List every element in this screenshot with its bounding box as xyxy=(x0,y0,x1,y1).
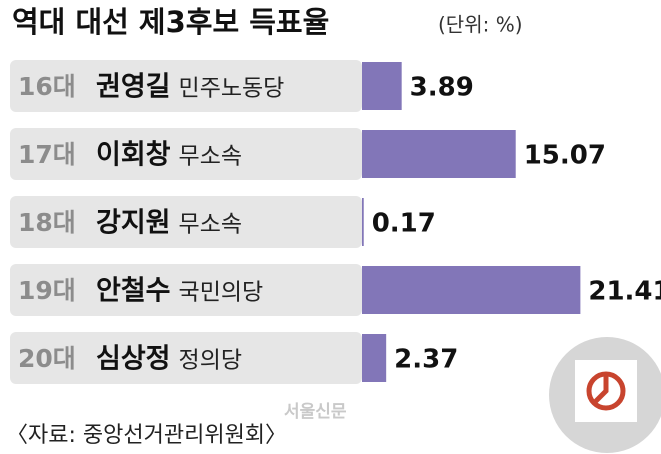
value-label: 21.41 xyxy=(588,277,661,307)
value-label: 3.89 xyxy=(410,73,474,103)
watermark: 서울신문 xyxy=(284,402,347,422)
value-label: 15.07 xyxy=(524,141,606,171)
row-background xyxy=(10,196,362,248)
category-label: 18대 xyxy=(18,208,76,237)
candidate-name: 심상정 xyxy=(96,344,171,375)
bar xyxy=(362,334,387,382)
bar xyxy=(362,130,516,178)
value-label: 0.17 xyxy=(372,209,436,239)
party-label: 국민의당 xyxy=(179,280,264,306)
category-label: 17대 xyxy=(18,140,76,169)
ballot-icon xyxy=(549,337,661,453)
party-label: 무소속 xyxy=(179,144,242,170)
candidate-name: 안철수 xyxy=(96,276,171,307)
row-background xyxy=(10,264,362,316)
candidate-name: 권영길 xyxy=(96,72,171,103)
bar xyxy=(362,266,581,314)
party-label: 정의당 xyxy=(179,348,242,374)
chart-title: 역대 대선 제3후보 득표율 xyxy=(12,5,329,39)
row-background xyxy=(10,60,362,112)
party-label: 무소속 xyxy=(179,212,242,238)
row-background xyxy=(10,128,362,180)
category-label: 20대 xyxy=(18,344,76,373)
category-label: 19대 xyxy=(18,276,76,305)
candidate-name: 이회창 xyxy=(96,140,171,171)
value-label: 2.37 xyxy=(394,345,458,375)
bar xyxy=(362,198,364,246)
row-background xyxy=(10,332,362,384)
unit-label: (단위: %) xyxy=(438,13,523,37)
candidate-name: 강지원 xyxy=(96,208,171,239)
party-label: 민주노동당 xyxy=(179,76,285,102)
category-label: 16대 xyxy=(18,72,76,101)
source: 〈자료: 중앙선거관리위원회〉 xyxy=(6,423,287,448)
bar xyxy=(362,62,402,110)
